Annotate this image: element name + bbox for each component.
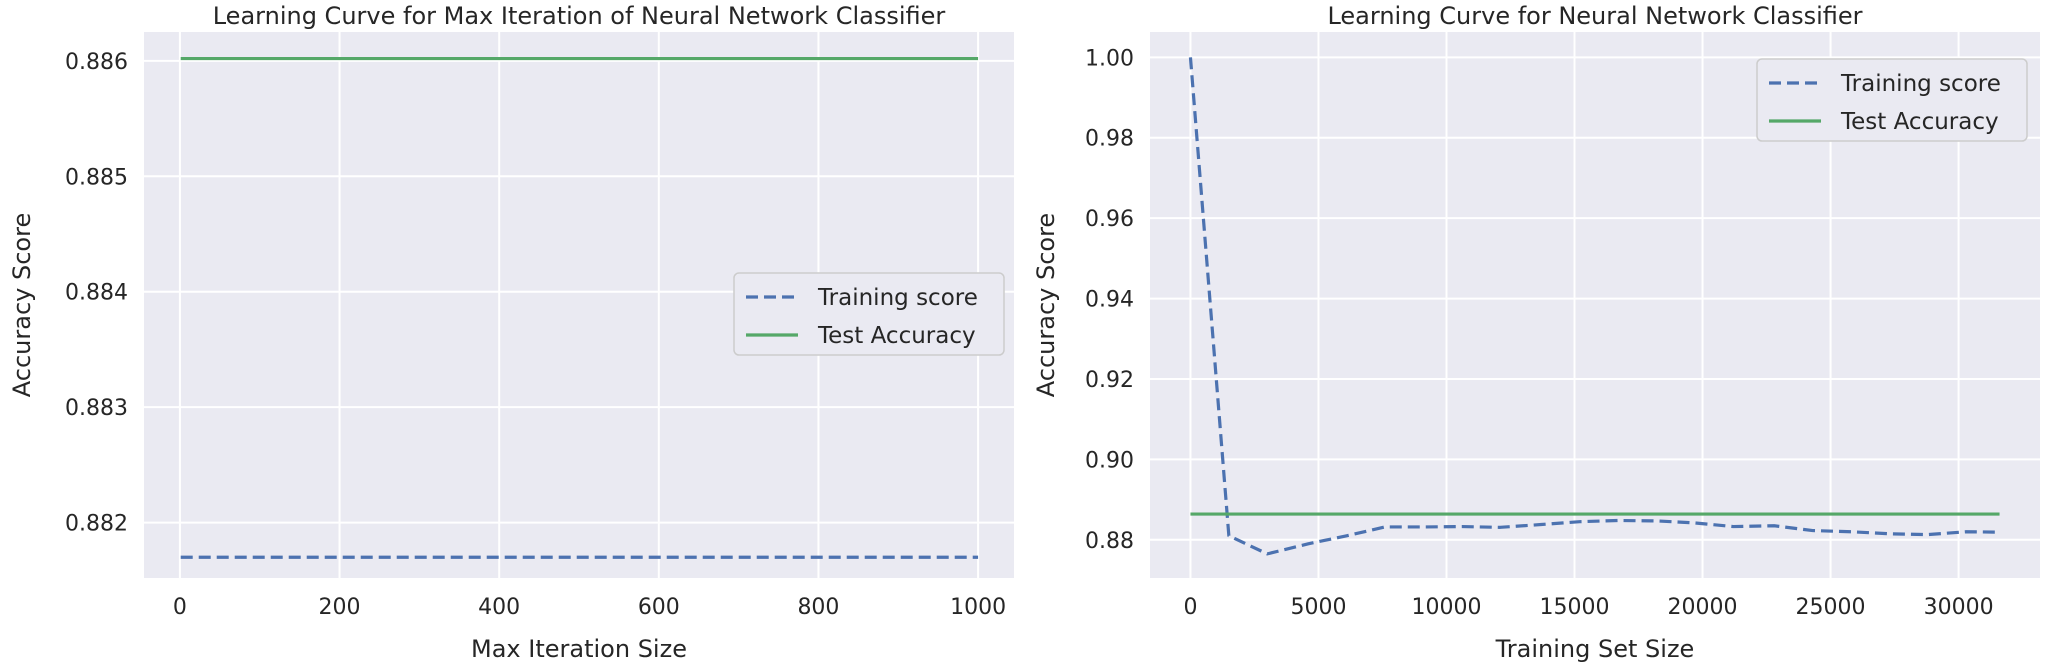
y-tick-label: 0.883 (65, 396, 128, 421)
x-tick-label: 20000 (1668, 595, 1738, 620)
x-tick-label: 25000 (1796, 595, 1866, 620)
x-tick-label: 1000 (950, 595, 1006, 620)
x-tick-label: 400 (478, 595, 520, 620)
y-tick-label: 0.90 (1085, 448, 1134, 473)
x-axis-label: Max Iteration Size (471, 635, 687, 663)
x-tick-label: 15000 (1540, 595, 1610, 620)
y-axis-label: Accuracy Score (8, 213, 36, 397)
x-tick-label: 200 (319, 595, 361, 620)
legend: Training score Test Accuracy (733, 272, 1005, 356)
y-tick-label: 0.96 (1085, 207, 1134, 232)
right-chart: 0 5000 10000 15000 20000 25000 30000 0.88 0.90 0.… (1032, 2, 2040, 663)
y-tick-label: 0.886 (65, 50, 128, 75)
legend-label: Training score (817, 285, 978, 311)
x-tick-label: 600 (638, 595, 680, 620)
legend-label: Test Accuracy (1840, 109, 1999, 135)
y-tick-label: 1.00 (1085, 46, 1134, 71)
legend-label: Test Accuracy (817, 323, 976, 349)
legend: Training score Test Accuracy (1756, 58, 2028, 142)
y-tick-label: 0.884 (65, 281, 128, 306)
x-axis-label: Training Set Size (1495, 635, 1695, 663)
legend-label: Training score (1840, 71, 2001, 97)
legend-box (733, 272, 1005, 356)
x-tick-label: 10000 (1411, 595, 1481, 620)
training-score-line (1188, 57, 2000, 556)
y-tick-label: 0.94 (1085, 288, 1134, 313)
x-tick-label: 5000 (1290, 595, 1346, 620)
legend-box (1756, 58, 2028, 142)
y-tick-label: 0.98 (1085, 127, 1134, 152)
y-tick-label: 0.88 (1085, 529, 1134, 554)
x-tick-label: 0 (173, 595, 187, 620)
chart-title: Learning Curve for Max Iteration of Neur… (213, 2, 946, 30)
x-tick-label: 30000 (1924, 595, 1994, 620)
chart-title: Learning Curve for Neural Network Classi… (1327, 2, 1862, 30)
y-tick-label: 0.885 (65, 165, 128, 190)
x-tick-label: 800 (797, 595, 839, 620)
x-tick-label: 0 (1183, 595, 1197, 620)
left-chart: 0 200 400 600 800 1000 0.882 0.883 0.884 0.885 0.8… (8, 2, 1014, 663)
y-axis-label: Accuracy Score (1032, 213, 1060, 397)
y-tick-label: 0.92 (1085, 368, 1134, 393)
y-tick-label: 0.882 (65, 512, 128, 537)
